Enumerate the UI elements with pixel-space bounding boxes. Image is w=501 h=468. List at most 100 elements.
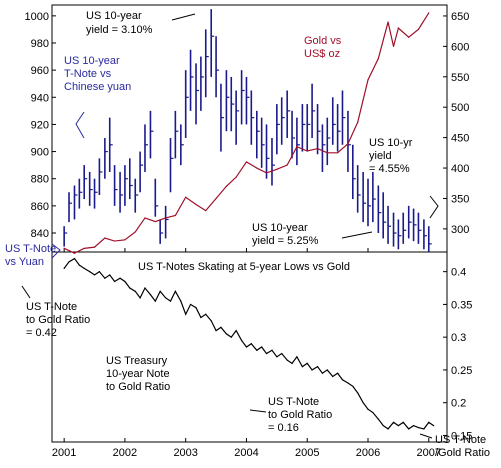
gold-point bbox=[265, 172, 268, 174]
ratio-point bbox=[412, 425, 415, 427]
gold-point bbox=[83, 247, 85, 249]
gold-point bbox=[245, 161, 248, 163]
pointer-tnote-yuan bbox=[51, 243, 61, 259]
right-tick-label: 450 bbox=[451, 133, 469, 145]
ratio-point bbox=[261, 346, 263, 348]
tnote-vs-yuan-series bbox=[63, 9, 432, 252]
annotation-tnote-vs-yuan: US 10-year T-Note vs Chinese yuan bbox=[64, 55, 131, 93]
left-tick-label: 880 bbox=[31, 174, 49, 186]
ratio-point bbox=[397, 425, 399, 427]
ratio-point bbox=[286, 359, 288, 361]
ratio-point bbox=[220, 326, 222, 328]
gold-point bbox=[408, 36, 410, 38]
ratio-point bbox=[165, 297, 167, 299]
ratio-point bbox=[392, 421, 395, 423]
x-tick-label: 2003 bbox=[173, 447, 197, 459]
gold-point bbox=[134, 231, 136, 233]
ratio-point bbox=[215, 330, 217, 332]
ratio-point bbox=[241, 339, 243, 342]
ratio-point bbox=[265, 352, 268, 355]
x-tick-label: 2002 bbox=[113, 447, 137, 459]
ratio-point bbox=[301, 366, 303, 368]
ratio-point bbox=[311, 369, 313, 371]
ratio-point bbox=[195, 307, 197, 309]
ratio-point bbox=[149, 293, 152, 296]
annotation-treasury-ratio: US Treasury 10-year Note to Gold Ratio bbox=[106, 355, 173, 393]
bottom-right-axis: 0.15 0.2 0.25 0.3 0.35 0.4 bbox=[443, 267, 472, 442]
gold-point bbox=[93, 246, 96, 248]
ratio-point bbox=[347, 382, 349, 384]
pointer-ratio-042 bbox=[21, 285, 31, 299]
gold-point bbox=[195, 203, 197, 206]
right-tick-label: 650 bbox=[451, 11, 469, 23]
ratio-point bbox=[402, 421, 404, 423]
ratio-tick-label: 0.35 bbox=[451, 299, 472, 311]
gold-point bbox=[63, 247, 65, 249]
gold-point bbox=[185, 196, 187, 198]
ratio-point bbox=[129, 287, 131, 289]
gold-point bbox=[124, 239, 126, 241]
ratio-point bbox=[73, 257, 76, 260]
ratio-point bbox=[104, 277, 106, 279]
ratio-point bbox=[169, 300, 172, 302]
ratio-point bbox=[210, 320, 212, 322]
gold-point bbox=[73, 252, 76, 254]
right-tick-label: 600 bbox=[451, 41, 469, 53]
ratio-point bbox=[93, 274, 96, 276]
ratio-point bbox=[382, 425, 384, 427]
right-tick-label: 400 bbox=[451, 163, 469, 175]
ratio-tick-label: 0.4 bbox=[451, 267, 466, 279]
annotation-yield-455: US 10-yr yield = 4.55% bbox=[369, 137, 415, 175]
bottom-panel-frame bbox=[51, 251, 448, 443]
pointer-yuan bbox=[75, 111, 85, 139]
gold-point bbox=[326, 152, 328, 154]
right-tick-label: 300 bbox=[451, 224, 469, 236]
ratio-point bbox=[159, 290, 161, 292]
left-tick-label: 840 bbox=[31, 228, 49, 240]
annotation-tnote-vs-yuan-label: US T-Note vs Yuan bbox=[5, 243, 59, 268]
ratio-point bbox=[433, 425, 435, 427]
ratio-point bbox=[352, 385, 354, 387]
annotation-ratio-legend: US T-Note /Gold Ratio bbox=[435, 434, 490, 459]
ratio-point bbox=[362, 402, 364, 404]
annotation-ratio-016: US T-Note to Gold Ratio = 0.16 bbox=[268, 396, 335, 434]
ratio-point bbox=[387, 428, 389, 430]
gold-series-line bbox=[63, 12, 430, 254]
gold-point bbox=[215, 197, 217, 200]
ratio-point bbox=[78, 264, 80, 266]
gold-point bbox=[316, 147, 319, 150]
gold-point bbox=[417, 28, 420, 30]
ratio-point bbox=[109, 274, 111, 276]
left-tick-label: 1000 bbox=[25, 11, 49, 23]
ratio-point bbox=[306, 362, 308, 364]
ratio-series-line bbox=[63, 257, 434, 430]
ratio-point bbox=[316, 366, 319, 368]
ratio-point bbox=[271, 349, 273, 351]
ratio-point bbox=[89, 271, 91, 273]
ratio-point bbox=[235, 330, 237, 332]
ratio-point bbox=[326, 369, 328, 371]
ratio-point bbox=[341, 379, 344, 381]
top-left-axis: 840 860 880 900 920 940 960 980 1000 bbox=[25, 11, 56, 240]
x-axis: 2001 2002 2003 2004 2005 2006 2007 bbox=[52, 248, 441, 459]
x-tick-label: 2004 bbox=[234, 447, 258, 459]
x-tick-label: 2001 bbox=[52, 447, 76, 459]
ratio-point bbox=[139, 297, 141, 299]
pointer-4-55 bbox=[429, 195, 439, 219]
ratio-point bbox=[377, 418, 379, 420]
gold-point bbox=[154, 220, 156, 223]
ratio-point bbox=[281, 352, 283, 355]
gold-point bbox=[205, 210, 207, 212]
gold-point bbox=[256, 167, 258, 169]
pointer-ratio-016 bbox=[249, 409, 267, 413]
ratio-point bbox=[225, 333, 228, 335]
left-tick-label: 860 bbox=[31, 201, 49, 213]
ratio-point bbox=[189, 303, 192, 306]
gold-point bbox=[165, 217, 167, 219]
right-tick-label: 350 bbox=[451, 193, 469, 205]
bottom-chart-title: US T-Notes Skating at 5-year Lows vs Gol… bbox=[138, 261, 350, 273]
gold-point bbox=[225, 185, 228, 187]
ratio-point bbox=[337, 372, 339, 374]
pointer-ratio-legend bbox=[419, 433, 433, 439]
